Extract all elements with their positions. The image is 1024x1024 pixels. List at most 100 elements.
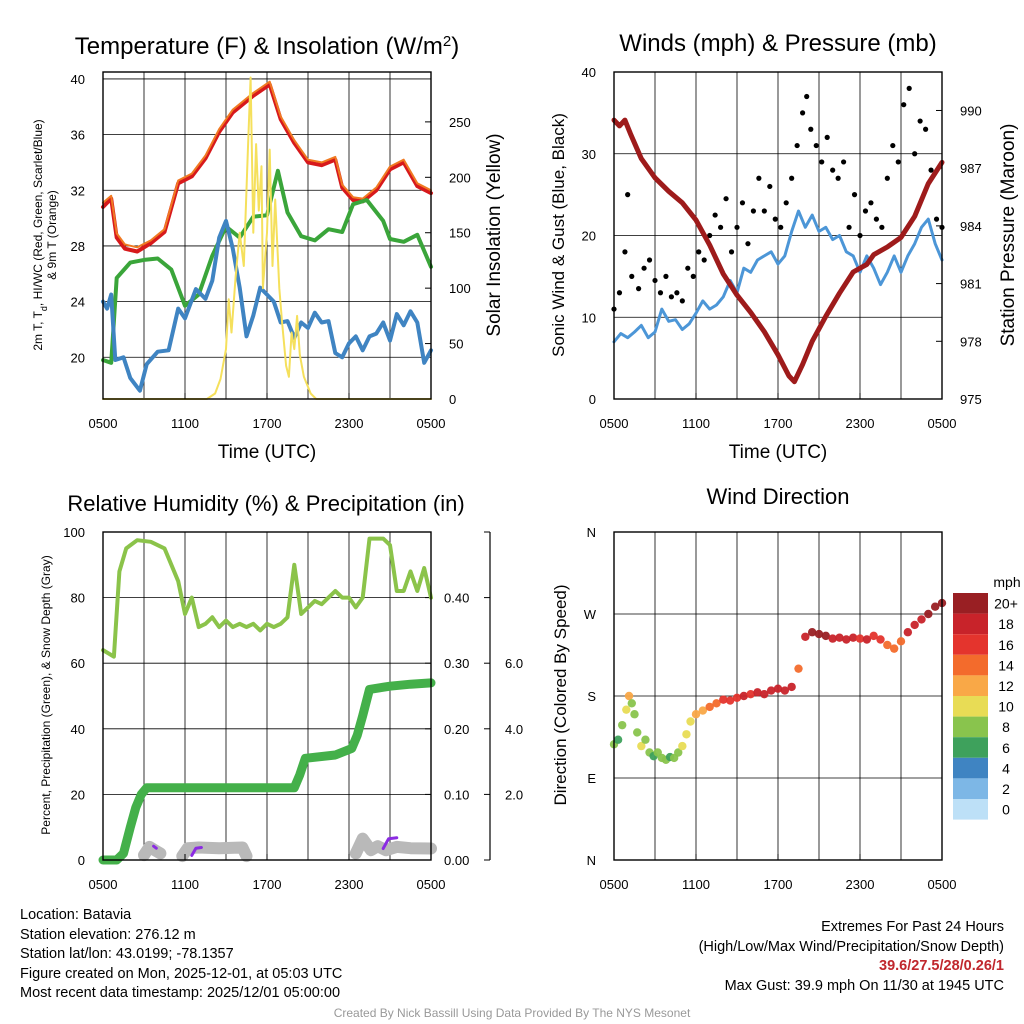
direction-point (637, 741, 646, 751)
winds-gust-point (712, 212, 718, 218)
direction-point (807, 628, 817, 637)
humidity-ytick-right: 0.00 (444, 853, 469, 868)
winds-gust-point (668, 294, 675, 300)
winds-gust-point (696, 249, 702, 255)
winds-plot: 0 10 20 30 40 975 978 981 984 987 990 0500 1100 1700 2… (582, 65, 982, 431)
meteogram-chart: Temperature (F) & Insolation (W/m2) 2m T… (31, 30, 1021, 892)
direction-legend-label: 6 (1002, 740, 1010, 756)
winds-gust-point (761, 208, 767, 214)
winds-gust-point (685, 265, 691, 271)
direction-point (855, 634, 865, 643)
winds-ytick-right: 990 (960, 103, 982, 118)
direction-legend-swatch (953, 757, 988, 779)
winds-gust-point (778, 224, 784, 230)
station-info: Location: Batavia Station elevation: 276… (20, 906, 342, 1004)
temperature-ytick-left: 20 (71, 350, 85, 365)
winds-sonic-line (612, 209, 944, 344)
temperature-xtick-label: 1100 (171, 416, 199, 431)
winds-gust-point (718, 224, 724, 230)
direction-point (725, 696, 735, 705)
temperature-series-line (101, 218, 433, 393)
winds-gust-point (794, 142, 800, 149)
humidity-xtick-label: 2300 (335, 877, 364, 892)
direction-ytick: E (587, 771, 596, 786)
temperature-xtick-label: 0500 (417, 416, 446, 431)
direction-legend-label: 4 (1002, 760, 1010, 776)
temperature-series-line (102, 80, 432, 249)
winds-gust-point (622, 249, 628, 255)
direction-point (705, 702, 714, 712)
recent-timestamp: Most recent data timestamp: 2025/12/01 0… (20, 985, 341, 1001)
direction-ytick: N (587, 853, 596, 868)
winds-gust-point (800, 110, 806, 116)
winds-ytick-left: 40 (582, 65, 596, 80)
humidity-xtick-label: 1100 (171, 877, 199, 892)
direction-legend-title: mph (993, 574, 1020, 590)
direction-point (780, 686, 790, 695)
direction-point (787, 682, 796, 692)
direction-point (876, 635, 885, 644)
direction-ytick: S (587, 689, 596, 704)
winds-gust-point (789, 175, 795, 181)
direction-legend-label: 10 (998, 699, 1014, 715)
direction-point (618, 720, 627, 730)
temperature-ytick-right: 0 (449, 392, 456, 407)
direction-legend-label: 8 (1002, 719, 1010, 735)
humidity-snow-purple-line (381, 836, 399, 850)
direction-point (883, 640, 892, 650)
direction-point (773, 684, 783, 693)
winds-gust-point (641, 265, 647, 271)
winds-gust-point (629, 273, 635, 279)
humidity-plot: 0 20 40 60 80 100 0.00 0.10 0.20 0.30 0.40 2.0 4.0 6.… (63, 525, 523, 892)
temperature-ylabel-left-2: & 9m T (Orange) (45, 190, 59, 280)
winds-gust-point (674, 290, 680, 296)
winds-gust-point (804, 93, 810, 100)
temperature-ytick-right: 50 (449, 337, 463, 352)
winds-gust-point (846, 224, 852, 230)
winds-ytick-right: 984 (960, 219, 982, 234)
humidity-precip-line (98, 678, 436, 865)
direction-point (848, 633, 858, 642)
direction-legend-swatch (953, 593, 988, 614)
temperature-xtick-label: 2300 (335, 416, 364, 431)
direction-ylabel-left: Direction (Colored By Speed) (551, 584, 570, 805)
direction-point (630, 710, 639, 719)
humidity-snow-tick: 4.0 (505, 722, 523, 737)
winds-gust-point (835, 175, 841, 181)
direction-xtick-label: 2300 (846, 877, 875, 892)
humidity-xtick-label: 0500 (417, 877, 446, 892)
winds-ytick-right: 987 (960, 161, 982, 176)
winds-gust-point (734, 224, 740, 230)
direction-point (753, 688, 762, 697)
winds-gust-point (873, 216, 880, 222)
direction-point (678, 741, 687, 751)
direction-point (674, 748, 683, 757)
winds-gust-point (739, 200, 746, 206)
direction-point (821, 631, 831, 641)
direction-point (924, 609, 933, 619)
humidity-panel: Relative Humidity (%) & Precipitation (i… (39, 491, 465, 835)
winds-gust-point (841, 159, 847, 165)
temperature-xtick-label: 1700 (253, 416, 282, 431)
winds-gust-point (868, 200, 874, 206)
direction-point (842, 635, 851, 644)
humidity-xtick-label: 0500 (89, 877, 118, 892)
direction-ytick: N (587, 525, 596, 540)
winds-gust-point (636, 286, 642, 292)
winds-gust-point (912, 151, 918, 157)
temperature-ytick-right: 100 (449, 281, 471, 296)
temperature-ytick-right: 150 (449, 226, 471, 241)
direction-legend-label: 16 (998, 637, 1014, 653)
winds-gust-point (750, 208, 757, 214)
temperature-panel: Temperature (F) & Insolation (W/m2) 2m T… (31, 33, 505, 464)
humidity-snowdepth-line (138, 840, 167, 862)
winds-gust-point (819, 159, 825, 165)
winds-pressure-line (611, 117, 945, 385)
direction-point (930, 602, 940, 611)
temperature-xlabel: Time (UTC) (218, 442, 317, 463)
figure-created: Figure created on Mon, 2025-12-01, at 05… (20, 965, 343, 982)
humidity-snowdepth-line (349, 832, 437, 860)
direction-xtick-label: 0500 (928, 877, 957, 892)
humidity-ytick-right: 0.40 (444, 591, 469, 606)
direction-point (862, 635, 872, 644)
